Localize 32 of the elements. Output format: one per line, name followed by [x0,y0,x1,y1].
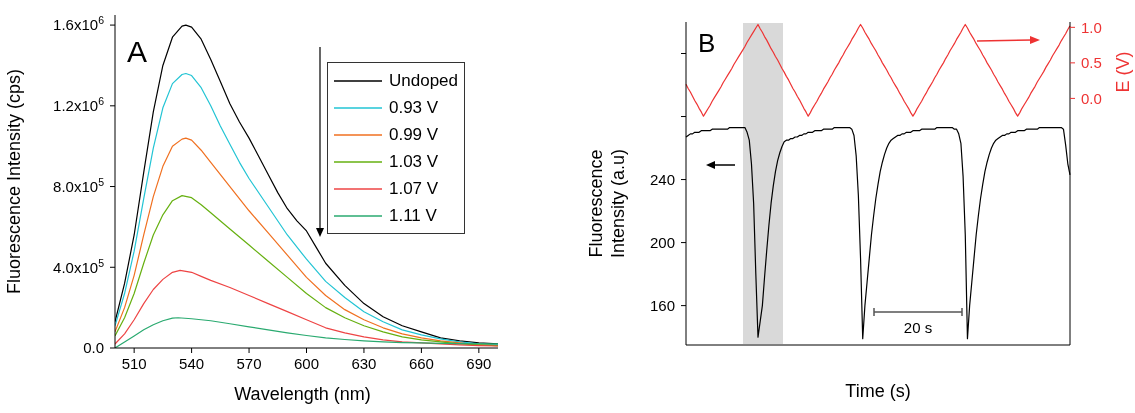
y-tick-label: 1.2x10$^{6}$ [53,95,105,115]
legend-label: 1.03 V [388,151,439,172]
annotation: 20 s [903,319,933,336]
x-tick-label: 600 [293,355,320,372]
y2-tick-label: 1.0 [1081,18,1102,36]
legend-label: 1.07 V [388,178,439,199]
y-tick-label: 0.0 [83,339,104,357]
x-tick-label: 540 [179,355,205,372]
y-tick-label: 240 [649,170,675,188]
y-axis-title: Fluorescence Intensity (cps) [4,68,24,295]
y2-axis-title: E (V) [1113,51,1133,93]
y-tick-label: 4.0x10$^{5}$ [53,256,105,276]
y-axis-title: Fluorescence Intensity (a.u) [586,148,628,259]
x-tick-label: 510 [121,355,147,372]
legend-label: Undoped [388,70,458,91]
x-tick-label: 570 [236,355,262,372]
y2-tick-label: 0.0 [1081,89,1102,107]
annotation: B [698,28,716,58]
legend-label: 1.11 V [388,205,437,226]
y-tick-label: 160 [649,296,675,314]
legend-label: 0.99 V [388,124,439,145]
legend-label: 0.93 V [388,97,439,118]
y-tick-label: 200 [649,233,675,251]
annotation: A [127,35,148,68]
y-tick-label: 8.0x10$^{5}$ [53,175,105,195]
x-tick-label: 660 [408,355,434,372]
y-tick-label: 1.6x10$^{6}$ [53,14,105,34]
x-tick-label: 690 [466,355,492,372]
x-axis-title: Time (s) [845,381,911,401]
x-axis-title: Wavelength (nm) [234,384,371,404]
y2-tick-label: 0.5 [1081,54,1102,72]
x-tick-label: 630 [351,355,377,372]
